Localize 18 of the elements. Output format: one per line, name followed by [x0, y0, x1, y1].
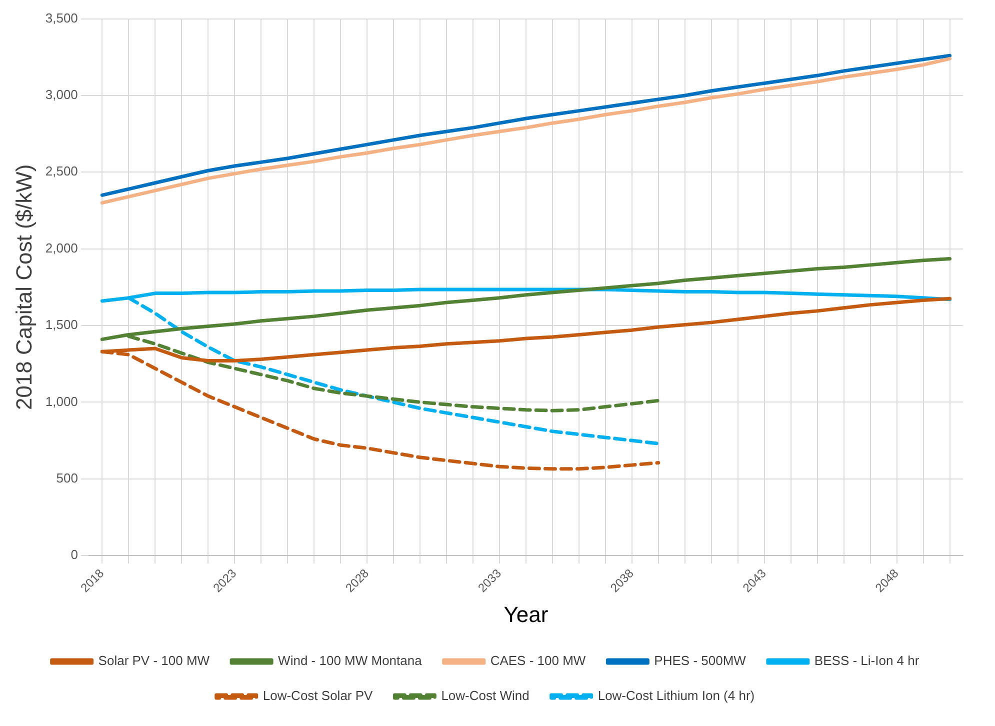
legend-label: Low-Cost Solar PV	[262, 688, 374, 704]
y-tick-label: 1,500	[45, 317, 78, 332]
legend-label: Low-Cost Lithium Ion (4 hr)	[598, 688, 755, 704]
legend-label: Wind - 100 MW Montana	[278, 653, 423, 668]
y-tick-label: 1,000	[45, 394, 78, 409]
legend-label: Solar PV - 100 MW	[98, 653, 210, 668]
x-axis-title: Year	[504, 602, 548, 627]
y-tick-label: 2,000	[45, 240, 78, 256]
y-axis-title: 2018 Capital Cost ($/kW)	[11, 164, 36, 410]
y-tick-label: 500	[56, 470, 78, 486]
legend-label: CAES - 100 MW	[490, 653, 586, 668]
y-tick-label: 3,000	[45, 87, 78, 102]
legend-label: Low-Cost Wind	[441, 688, 530, 704]
y-tick-label: 0	[70, 547, 78, 562]
y-tick-label: 2,500	[45, 164, 78, 179]
y-tick-label: 3,500	[45, 10, 78, 26]
legend-label: BESS - Li-Ion 4 hr	[814, 653, 920, 668]
legend-label: PHES - 500MW	[654, 653, 747, 668]
